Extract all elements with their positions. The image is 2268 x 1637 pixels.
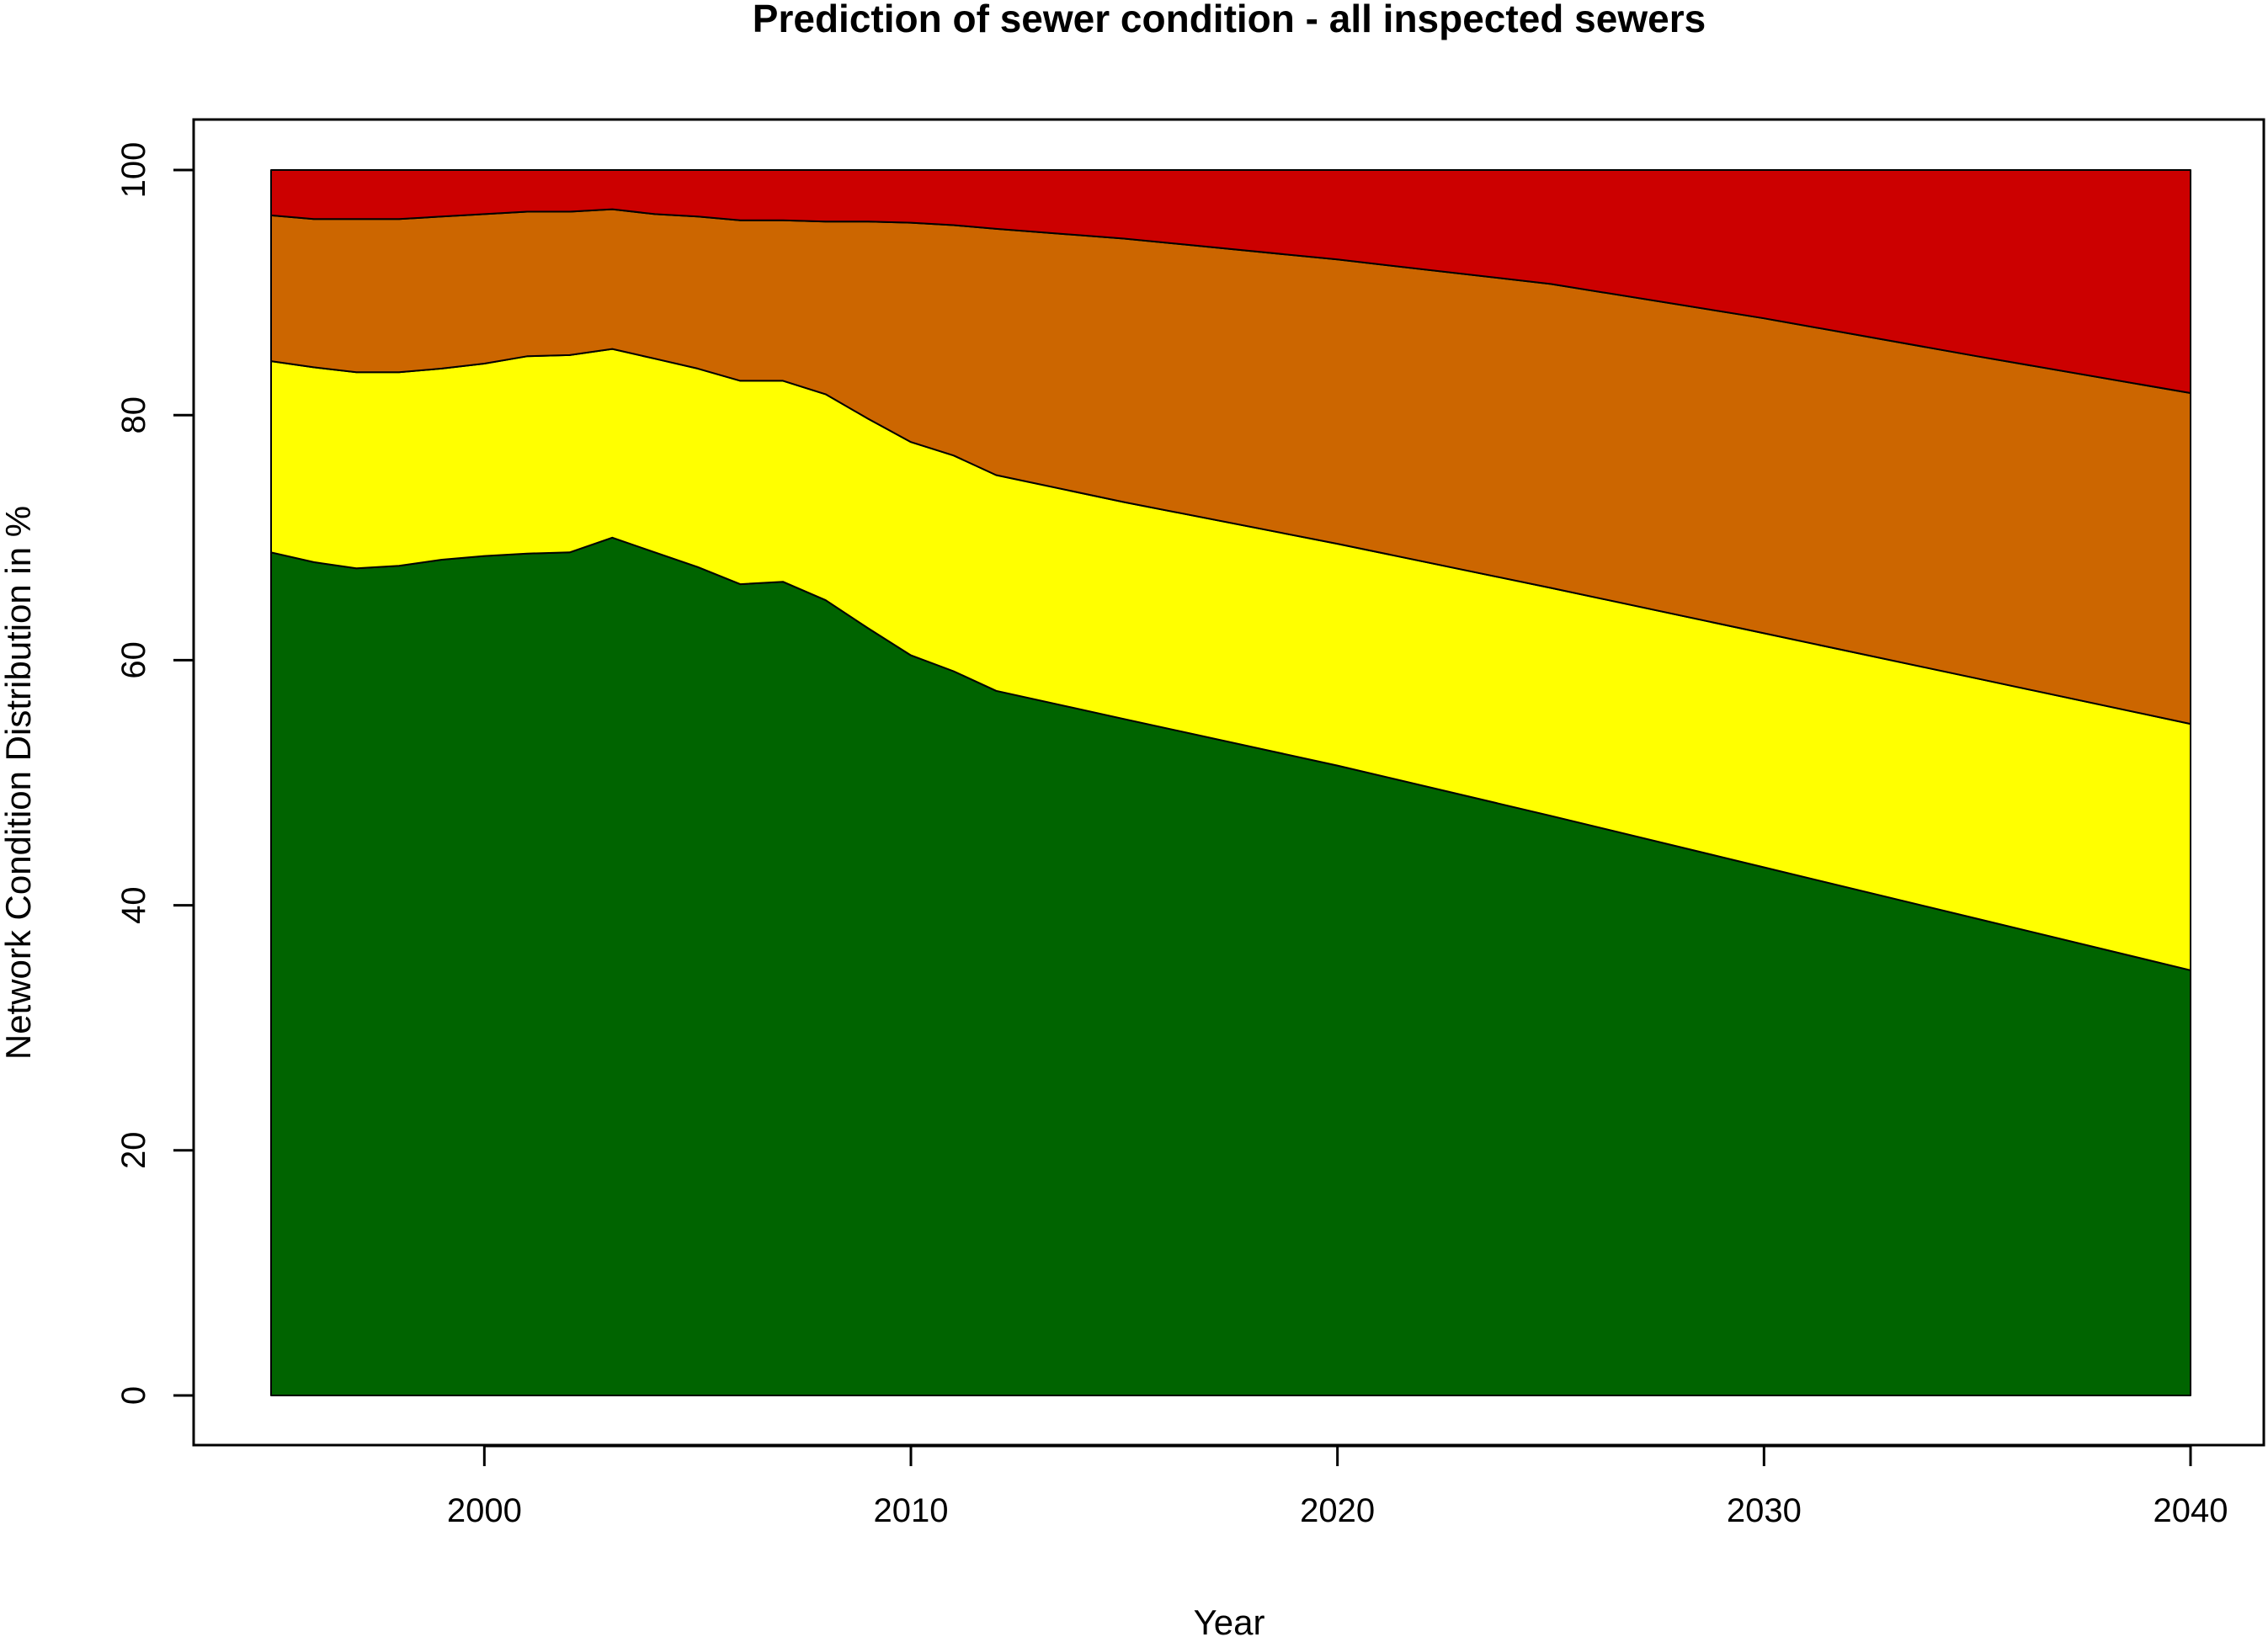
x-tick-label-2000: 2000 bbox=[447, 1492, 522, 1529]
y-tick-label-100: 100 bbox=[115, 142, 152, 199]
x-tick-label-2010: 2010 bbox=[874, 1492, 949, 1529]
x-axis: 2000 2010 2020 2030 2040 bbox=[447, 1444, 2228, 1529]
x-tick-label-2040: 2040 bbox=[2154, 1492, 2228, 1529]
x-tick-label-2030: 2030 bbox=[1727, 1492, 1802, 1529]
y-axis-label: Network Condition Distribution in % bbox=[0, 506, 38, 1060]
y-tick-label-60: 60 bbox=[115, 641, 152, 679]
area-series-4 bbox=[270, 169, 2191, 394]
y-tick-label-20: 20 bbox=[115, 1132, 152, 1170]
chart-title: Prediction of sewer condition - all insp… bbox=[753, 0, 1706, 40]
x-tick-label-2020: 2020 bbox=[1300, 1492, 1375, 1529]
x-axis-label: Year bbox=[1194, 1602, 1265, 1637]
y-tick-label-40: 40 bbox=[115, 886, 152, 924]
y-axis: 0 20 40 60 80 100 bbox=[115, 142, 195, 1405]
area-series-group bbox=[270, 169, 2191, 1396]
y-tick-label-80: 80 bbox=[115, 396, 152, 434]
y-tick-label-0: 0 bbox=[115, 1386, 152, 1405]
